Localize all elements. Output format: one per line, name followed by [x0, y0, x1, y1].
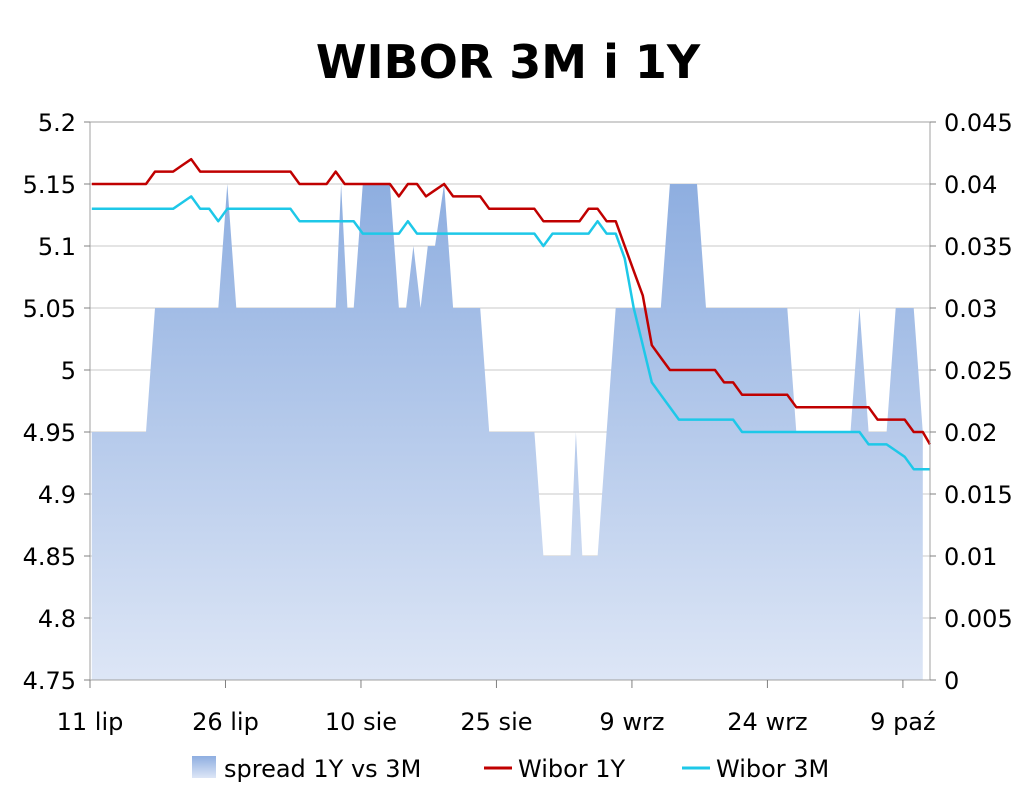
x-tick-label: 25 sie [460, 708, 532, 736]
x-tick-label: 26 lip [192, 708, 259, 736]
left-tick-label: 5.1 [38, 233, 76, 261]
x-tick-label: 10 sie [325, 708, 397, 736]
right-tick-label: 0.045 [944, 109, 1013, 137]
left-tick-label: 5.15 [23, 171, 76, 199]
x-tick-label: 9 wrz [599, 708, 664, 736]
right-tick-label: 0.035 [944, 233, 1013, 261]
legend-swatch-area [192, 756, 216, 778]
x-tick-label: 9 paź [870, 708, 935, 736]
left-tick-label: 4.8 [38, 605, 76, 633]
right-tick-label: 0.01 [944, 543, 997, 571]
spread-area-layer [91, 184, 923, 680]
left-tick-label: 4.75 [23, 667, 76, 695]
right-axis-ticks: 0.045 0.04 0.035 0.03 0.025 0.02 0.015 0.01 0.00… [944, 109, 1013, 695]
right-tick-label: 0.03 [944, 295, 997, 323]
right-tick-label: 0.02 [944, 419, 997, 447]
legend-label: Wibor 1Y [518, 755, 626, 783]
left-tick-label: 4.9 [38, 481, 76, 509]
right-tick-label: 0.025 [944, 357, 1013, 385]
wibor-1y-line [91, 157, 932, 446]
legend-label: spread 1Y vs 3M [224, 755, 421, 783]
legend-item: Wibor 1Y [484, 755, 626, 783]
left-tick-label: 5.05 [23, 295, 76, 323]
legend-item: Wibor 3M [682, 755, 829, 783]
plot-area-frame [89, 121, 931, 681]
legend: spread 1Y vs 3M Wibor 1Y Wibor 3M [192, 755, 829, 783]
x-tick-label: 11 lip [57, 708, 124, 736]
right-tick-label: 0 [944, 667, 959, 695]
x-axis-ticks: 11 lip 26 lip 10 sie 25 sie 9 wrz 24 wrz 9 paź [57, 708, 936, 736]
legend-label: Wibor 3M [716, 755, 829, 783]
left-axis-ticks: 5.2 5.15 5.1 5.05 5 4.95 4.9 4.85 4.8 4.75 [23, 109, 76, 695]
right-tick-label: 0.005 [944, 605, 1013, 633]
right-tick-label: 0.04 [944, 171, 997, 199]
axes [84, 121, 936, 688]
left-tick-label: 4.95 [23, 419, 76, 447]
chart-title: WIBOR 3M i 1Y [316, 35, 701, 89]
legend-item: spread 1Y vs 3M [192, 755, 421, 783]
left-tick-label: 5.2 [38, 109, 76, 137]
line-layer [91, 157, 932, 471]
left-tick-label: 5 [61, 357, 76, 385]
spread-area [91, 184, 923, 680]
right-tick-label: 0.015 [944, 481, 1013, 509]
left-tick-label: 4.85 [23, 543, 76, 571]
x-tick-label: 24 wrz [727, 708, 807, 736]
wibor-3m-line [91, 195, 930, 471]
